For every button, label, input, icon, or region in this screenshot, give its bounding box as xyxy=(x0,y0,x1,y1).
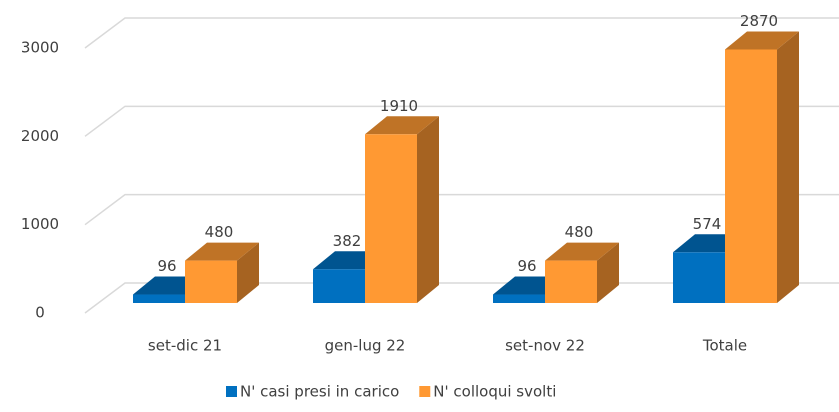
bar xyxy=(725,49,777,303)
legend-swatch xyxy=(226,386,237,397)
data-label: 2870 xyxy=(740,12,778,30)
y-tick-label: 3000 xyxy=(21,39,59,57)
bar xyxy=(545,260,597,303)
y-tick-label: 2000 xyxy=(21,127,59,145)
data-label: 96 xyxy=(157,257,176,275)
bar xyxy=(313,269,365,303)
grid-line xyxy=(84,193,839,226)
data-label: 480 xyxy=(205,223,234,241)
data-label: 574 xyxy=(693,215,722,233)
x-tick-label: set-dic 21 xyxy=(148,337,222,355)
legend-label: N' colloqui svolti xyxy=(433,383,556,401)
bar xyxy=(493,294,545,303)
bar-top xyxy=(365,116,439,135)
bar-side xyxy=(777,31,799,303)
y-tick-label: 0 xyxy=(35,304,45,322)
data-label: 1910 xyxy=(380,97,418,115)
bar xyxy=(133,294,185,303)
bar-side xyxy=(597,242,619,303)
grid-line xyxy=(84,105,839,137)
bar-top xyxy=(725,31,799,50)
grid-line xyxy=(84,17,839,49)
x-tick-label: set-nov 22 xyxy=(505,337,585,355)
data-label: 480 xyxy=(565,223,594,241)
data-label: 96 xyxy=(517,257,536,275)
x-tick-label: gen-lug 22 xyxy=(325,337,406,355)
bar-top xyxy=(545,242,619,261)
bar xyxy=(365,134,417,303)
y-tick-label: 1000 xyxy=(21,215,59,233)
x-tick-label: Totale xyxy=(702,337,747,355)
bar-side xyxy=(417,116,439,304)
bar xyxy=(185,260,237,303)
legend-label: N' casi presi in carico xyxy=(240,383,399,401)
bar xyxy=(673,252,725,303)
bar-side xyxy=(237,242,259,303)
bar-top xyxy=(185,242,259,261)
legend-swatch xyxy=(419,386,431,397)
data-label: 382 xyxy=(333,232,362,250)
